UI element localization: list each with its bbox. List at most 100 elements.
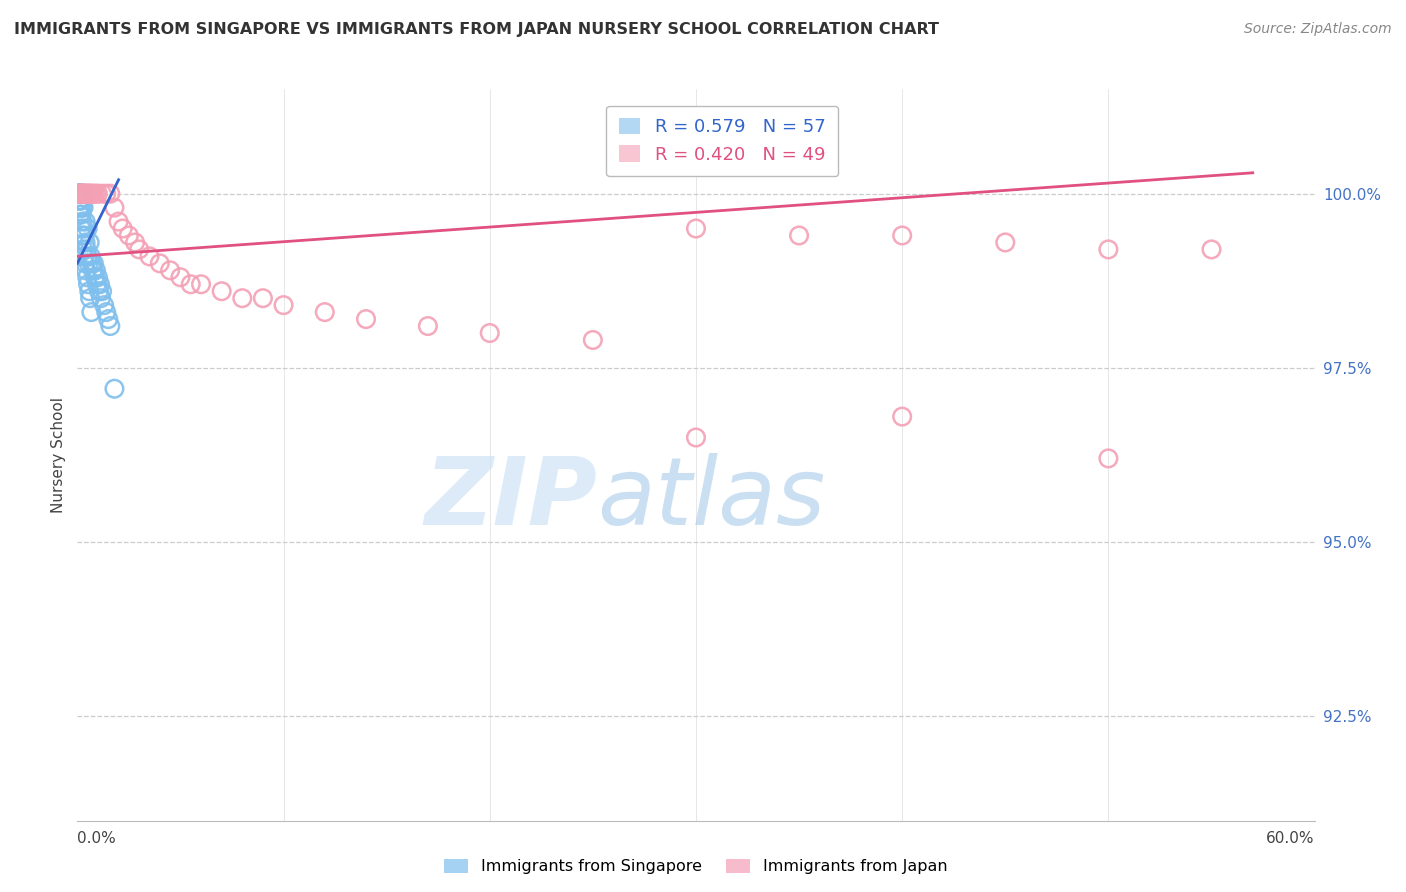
Point [83, 186, 105, 201]
Point [67, 194, 90, 208]
Point [73, 228, 96, 243]
Point [84, 186, 107, 201]
Point [685, 430, 707, 444]
Point [72, 243, 94, 257]
Point [79, 235, 101, 250]
Point [75, 235, 97, 250]
Point [994, 235, 1017, 250]
Point [72, 186, 94, 201]
Point [87, 186, 110, 201]
Point [82, 263, 104, 277]
Point [1201, 243, 1223, 257]
Point [118, 228, 141, 243]
Point [103, 382, 125, 396]
Point [86, 277, 108, 292]
Point [169, 270, 191, 285]
Point [111, 221, 134, 235]
Point [79, 291, 101, 305]
Point [89, 277, 111, 292]
Point [96, 305, 118, 319]
Point [67, 186, 90, 201]
Point [67, 186, 90, 201]
Point [75, 186, 97, 201]
Point [138, 249, 160, 263]
Point [69, 201, 91, 215]
Point [69, 186, 91, 201]
Point [69, 186, 91, 201]
Point [128, 243, 150, 257]
Point [75, 256, 97, 270]
Point [75, 214, 97, 228]
Point [76, 186, 98, 201]
Point [891, 409, 914, 424]
Point [67, 186, 90, 201]
Point [273, 298, 295, 312]
Point [69, 208, 91, 222]
Point [77, 277, 100, 292]
Point [1097, 451, 1119, 466]
Point [354, 312, 377, 326]
Point [76, 243, 98, 257]
Point [70, 194, 93, 208]
Point [72, 214, 94, 228]
Point [180, 277, 202, 292]
Point [77, 186, 100, 201]
Point [80, 186, 103, 201]
Point [87, 284, 110, 298]
Point [67, 186, 90, 201]
Point [159, 263, 181, 277]
Point [72, 186, 94, 201]
Point [103, 201, 125, 215]
Text: Source: ZipAtlas.com: Source: ZipAtlas.com [1244, 22, 1392, 37]
Point [75, 263, 97, 277]
Text: IMMIGRANTS FROM SINGAPORE VS IMMIGRANTS FROM JAPAN NURSERY SCHOOL CORRELATION CH: IMMIGRANTS FROM SINGAPORE VS IMMIGRANTS … [14, 22, 939, 37]
Point [90, 291, 112, 305]
Point [93, 298, 115, 312]
Point [98, 319, 121, 334]
Point [96, 186, 118, 201]
Point [190, 277, 212, 292]
Point [1097, 243, 1119, 257]
Point [70, 186, 93, 201]
Point [87, 270, 110, 285]
Point [69, 186, 91, 201]
Point [83, 256, 105, 270]
Point [67, 186, 90, 201]
Point [72, 221, 94, 235]
Point [84, 263, 107, 277]
Point [72, 186, 94, 201]
Point [478, 326, 501, 340]
Point [67, 194, 90, 208]
Legend: Immigrants from Singapore, Immigrants from Japan: Immigrants from Singapore, Immigrants fr… [436, 851, 956, 882]
Text: atlas: atlas [598, 453, 825, 544]
Point [97, 312, 120, 326]
Point [67, 186, 90, 201]
Point [211, 284, 233, 298]
Point [70, 228, 93, 243]
Point [72, 201, 94, 215]
Point [76, 221, 98, 235]
Point [107, 214, 129, 228]
Point [416, 319, 439, 334]
Point [124, 235, 146, 250]
Point [76, 270, 98, 285]
Point [149, 256, 172, 270]
Point [73, 186, 96, 201]
Point [685, 221, 707, 235]
Point [72, 201, 94, 215]
Point [70, 208, 93, 222]
Point [83, 270, 105, 285]
Point [67, 201, 90, 215]
Point [79, 284, 101, 298]
Point [79, 186, 101, 201]
Point [891, 228, 914, 243]
Text: 0.0%: 0.0% [77, 831, 117, 847]
Point [77, 256, 100, 270]
Point [231, 291, 253, 305]
Point [98, 186, 121, 201]
Point [70, 221, 93, 235]
Point [70, 186, 93, 201]
Point [787, 228, 810, 243]
Point [80, 256, 103, 270]
Point [73, 249, 96, 263]
